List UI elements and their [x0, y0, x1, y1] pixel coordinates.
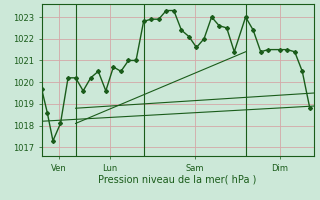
X-axis label: Pression niveau de la mer( hPa ): Pression niveau de la mer( hPa ): [99, 174, 257, 184]
